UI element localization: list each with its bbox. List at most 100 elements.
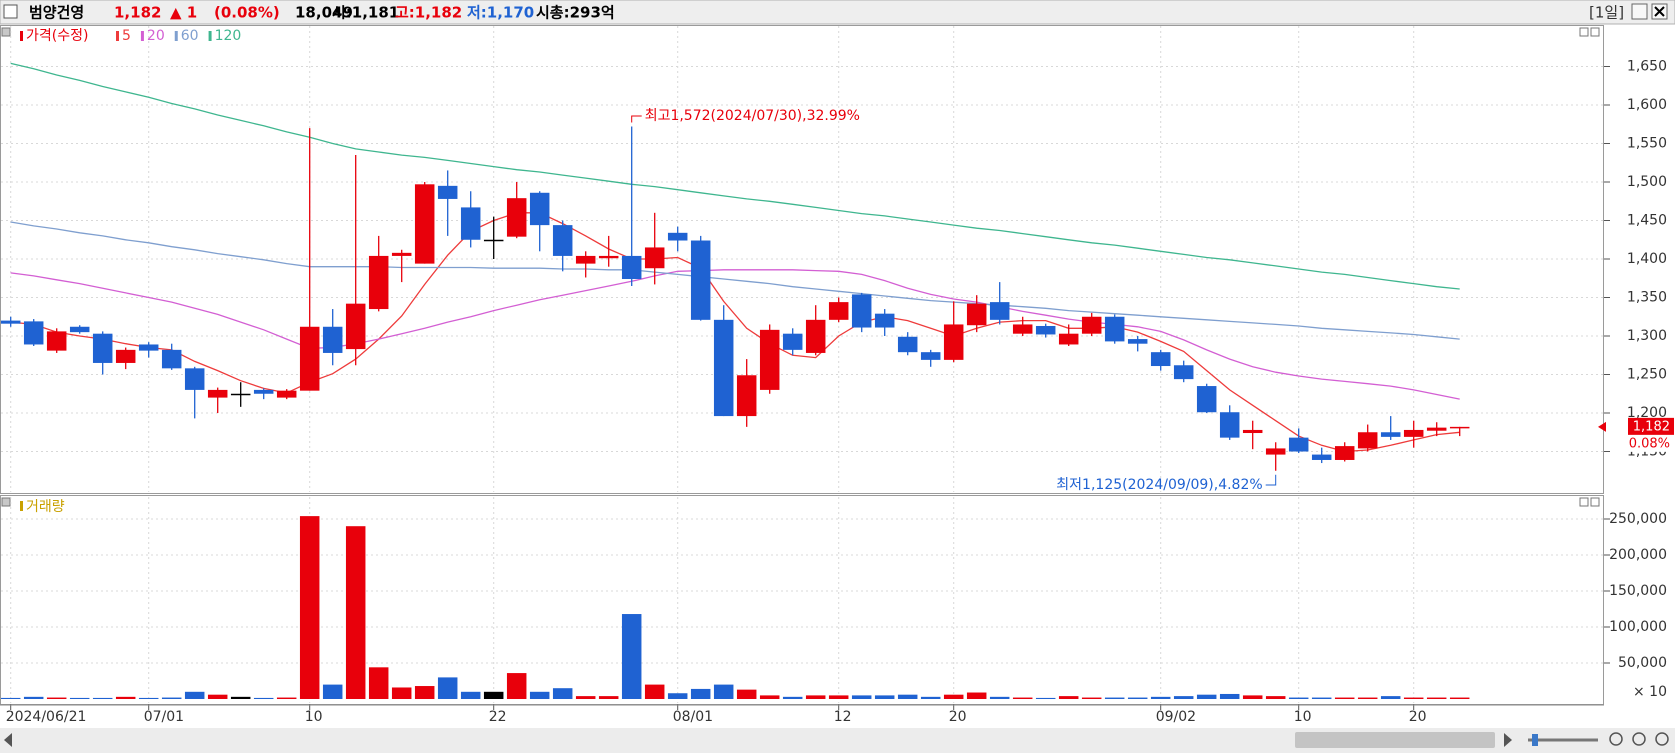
volume-bar xyxy=(989,696,1010,699)
volume-bar xyxy=(1150,696,1171,699)
scroll-thumb[interactable] xyxy=(1295,732,1495,748)
volume-bar xyxy=(575,696,596,699)
panel-button[interactable] xyxy=(1579,497,1589,507)
last-change-label: 0.08% xyxy=(1629,436,1670,451)
volume: 18,049 xyxy=(295,4,353,22)
candle-body xyxy=(920,352,941,360)
checkbox[interactable] xyxy=(3,4,18,19)
volume-bar xyxy=(138,697,159,699)
volume-bar xyxy=(759,695,780,699)
volume-bar xyxy=(1196,694,1217,699)
volume-bar xyxy=(598,696,619,699)
candle-body xyxy=(529,192,550,226)
volume-bar xyxy=(897,694,918,699)
candle-body xyxy=(1196,386,1217,413)
x-tick-label: 20 xyxy=(949,709,967,725)
scroll-right[interactable] xyxy=(1504,733,1512,747)
panel-icon[interactable] xyxy=(1,27,11,37)
ma-line xyxy=(10,62,1460,290)
close-icon xyxy=(1654,6,1665,17)
volume-bar xyxy=(414,686,435,699)
candle-body xyxy=(874,313,895,328)
legend-label: 60 xyxy=(181,28,199,44)
high: 고:1,182 xyxy=(395,4,462,22)
candle-body xyxy=(713,319,734,417)
panel-button[interactable] xyxy=(1590,497,1600,507)
x-tick-label: 10 xyxy=(1294,709,1312,725)
last-change-box xyxy=(1628,435,1674,452)
candle-body xyxy=(46,331,67,351)
volume-bar xyxy=(460,691,481,699)
volume-panel xyxy=(0,495,1604,705)
candle-body xyxy=(1311,454,1332,460)
zoom-icon[interactable] xyxy=(1655,732,1669,746)
candle-body xyxy=(483,239,504,242)
candle-body xyxy=(506,198,527,237)
volume-bar xyxy=(115,696,136,699)
volume-unit: × 10 xyxy=(1633,684,1667,700)
maximize-button[interactable] xyxy=(1631,3,1648,20)
annotation-high: 최고1,572(2024/07/30),32.99% xyxy=(645,108,860,124)
panel-button[interactable] xyxy=(1590,27,1600,37)
legend-swatch xyxy=(116,31,119,41)
candle-body xyxy=(667,232,688,241)
candle-body xyxy=(1219,412,1240,438)
y-tick-label: 150,000 xyxy=(1609,583,1667,599)
candle-body xyxy=(1081,316,1102,334)
zoom-icon[interactable] xyxy=(1632,732,1646,746)
ma-line xyxy=(10,212,1460,453)
candle-body xyxy=(92,333,113,363)
y-tick-label: 200,000 xyxy=(1609,547,1667,563)
candle-body xyxy=(644,247,665,269)
y-tick-label: 100,000 xyxy=(1609,619,1667,635)
low: 저:1,170 xyxy=(467,4,534,22)
open: 시:1,181 xyxy=(332,4,399,22)
candle-body xyxy=(138,344,159,351)
candle-body xyxy=(1173,365,1194,380)
last-price-marker xyxy=(1598,421,1606,432)
candle-body xyxy=(253,389,274,394)
volume-bar xyxy=(1127,697,1148,699)
candle-body xyxy=(322,326,343,353)
y-tick-label: 1,550 xyxy=(1627,136,1667,152)
x-tick-label: 22 xyxy=(489,709,507,725)
y-tick-label: 1,300 xyxy=(1627,328,1667,344)
candle-body xyxy=(184,368,205,390)
legend-price: 가격(수정) xyxy=(26,28,88,44)
candle-body xyxy=(621,255,642,280)
candle-body xyxy=(1150,352,1171,367)
volume-bar xyxy=(1058,696,1079,699)
volume-bar xyxy=(736,689,757,699)
candle-body xyxy=(299,326,320,391)
volume-bar xyxy=(1104,697,1125,699)
y-tick-label: 1,200 xyxy=(1627,405,1667,421)
volume-bar xyxy=(46,697,67,699)
volume-bar xyxy=(391,687,412,699)
zoom-handle[interactable] xyxy=(1532,734,1538,746)
candle-body xyxy=(851,294,872,328)
volume-bar xyxy=(1449,697,1470,699)
volume-bar xyxy=(1035,697,1056,699)
annotation-low: 최저1,125(2024/09/09),4.82% xyxy=(1056,477,1262,493)
volume-bar xyxy=(368,667,389,699)
plot: 2024/06/21 07/01 10 22 08/01 12 20 09/02 10 20 1,1… xyxy=(0,26,1674,725)
candle-body xyxy=(1380,432,1401,437)
volume-bar xyxy=(874,695,895,699)
volume-bar xyxy=(966,692,987,699)
x-tick-label: 08/01 xyxy=(673,709,713,725)
panel-icon[interactable] xyxy=(1,497,11,507)
zoom-icon[interactable] xyxy=(1609,732,1623,746)
scroll-left[interactable] xyxy=(4,733,12,747)
period[interactable]: [1일] xyxy=(1589,4,1624,22)
last-price-label: 1,182 xyxy=(1633,419,1670,434)
x-tick-label: 12 xyxy=(834,709,852,725)
candle-body xyxy=(460,207,481,240)
volume-bar xyxy=(529,691,550,699)
y-tick-label: 1,350 xyxy=(1627,290,1667,306)
change: ▲ 1 xyxy=(170,4,197,22)
panel-button[interactable] xyxy=(1579,27,1589,37)
candle-body xyxy=(782,333,803,350)
volume-bar xyxy=(805,695,826,699)
ma-legend: 5 20 60 120 xyxy=(116,28,241,44)
